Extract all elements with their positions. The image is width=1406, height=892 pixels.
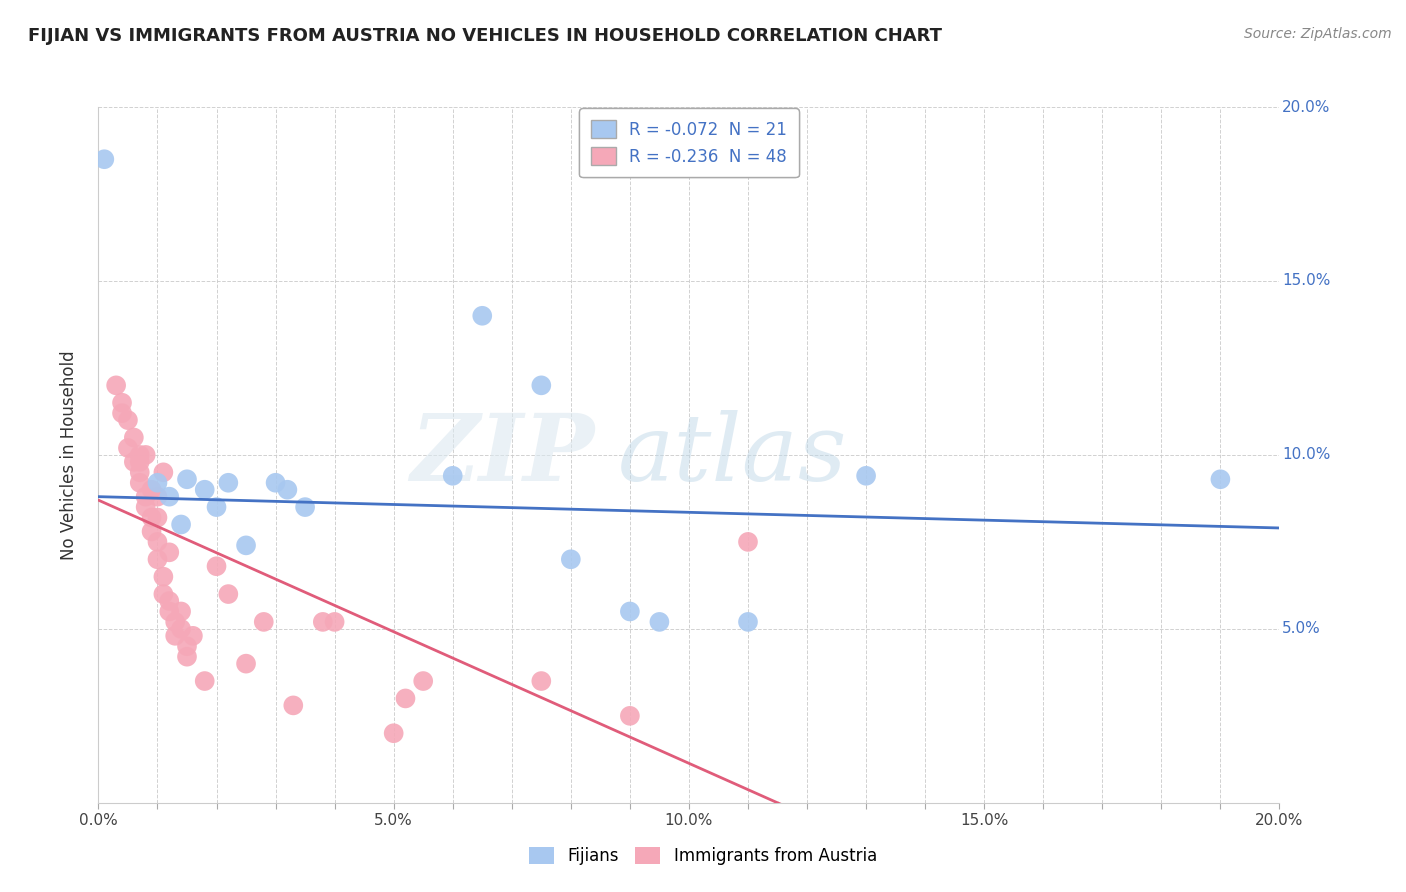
Point: [141, 483, 163, 497]
Point: [157, 490, 180, 504]
Point: [117, 441, 139, 455]
Point: [530, 674, 553, 689]
Text: atlas: atlas: [619, 410, 848, 500]
Point: [141, 524, 163, 539]
Point: [170, 517, 193, 532]
Text: 10.0%: 10.0%: [1282, 448, 1330, 462]
Point: [165, 615, 187, 629]
Point: [128, 466, 150, 480]
Point: [135, 490, 157, 504]
Point: [1209, 472, 1232, 486]
Point: [205, 500, 228, 514]
Point: [441, 468, 464, 483]
Point: [619, 605, 641, 619]
Point: [471, 309, 494, 323]
Point: [217, 587, 239, 601]
Point: [122, 431, 145, 445]
Point: [205, 559, 228, 574]
Point: [235, 657, 257, 671]
Point: [176, 639, 198, 653]
Point: [181, 629, 204, 643]
Point: [855, 468, 877, 483]
Point: [152, 587, 174, 601]
Point: [111, 396, 134, 410]
Legend: R = -0.072  N = 21, R = -0.236  N = 48: R = -0.072 N = 21, R = -0.236 N = 48: [579, 109, 799, 178]
Point: [323, 615, 346, 629]
Point: [294, 500, 316, 514]
Text: 20.0%: 20.0%: [1282, 100, 1330, 114]
Point: [394, 691, 416, 706]
Point: [152, 570, 174, 584]
Point: [737, 615, 759, 629]
Point: [157, 605, 180, 619]
Point: [312, 615, 335, 629]
Text: 5.0%: 5.0%: [1282, 622, 1320, 636]
Point: [146, 552, 169, 566]
Point: [253, 615, 276, 629]
Point: [283, 698, 305, 713]
Point: [117, 413, 139, 427]
Point: [146, 490, 169, 504]
Point: [128, 448, 150, 462]
Point: [217, 475, 239, 490]
Point: [152, 466, 174, 480]
Point: [135, 448, 157, 462]
Point: [93, 152, 115, 166]
Point: [560, 552, 582, 566]
Point: [170, 605, 193, 619]
Point: [737, 534, 759, 549]
Point: [146, 475, 169, 490]
Point: [382, 726, 405, 740]
Point: [157, 594, 180, 608]
Point: [157, 545, 180, 559]
Point: [276, 483, 298, 497]
Point: [235, 538, 257, 552]
Point: [648, 615, 671, 629]
Point: [176, 472, 198, 486]
Point: [619, 708, 641, 723]
Text: 15.0%: 15.0%: [1282, 274, 1330, 288]
Point: [165, 629, 187, 643]
Point: [111, 406, 134, 420]
Point: [128, 475, 150, 490]
Point: [412, 674, 434, 689]
Point: [122, 455, 145, 469]
Point: [141, 510, 163, 524]
Point: [194, 674, 217, 689]
Point: [264, 475, 287, 490]
Point: [176, 649, 198, 664]
Point: [170, 622, 193, 636]
Text: FIJIAN VS IMMIGRANTS FROM AUSTRIA NO VEHICLES IN HOUSEHOLD CORRELATION CHART: FIJIAN VS IMMIGRANTS FROM AUSTRIA NO VEH…: [28, 27, 942, 45]
Point: [194, 483, 217, 497]
Point: [135, 500, 157, 514]
Point: [146, 534, 169, 549]
Point: [146, 510, 169, 524]
Point: [530, 378, 553, 392]
Legend: Fijians, Immigrants from Austria: Fijians, Immigrants from Austria: [519, 837, 887, 875]
Text: Source: ZipAtlas.com: Source: ZipAtlas.com: [1244, 27, 1392, 41]
Y-axis label: No Vehicles in Household: No Vehicles in Household: [59, 350, 77, 560]
Text: ZIP: ZIP: [411, 410, 595, 500]
Point: [128, 455, 150, 469]
Point: [105, 378, 128, 392]
